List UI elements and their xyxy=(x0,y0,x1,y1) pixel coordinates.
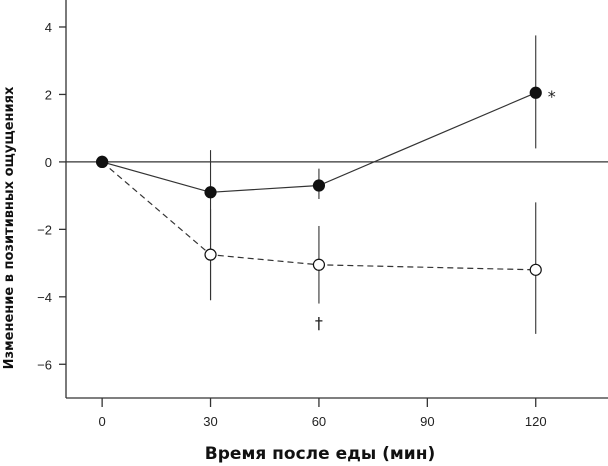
x-tick-label: 30 xyxy=(203,414,217,429)
open-data-point xyxy=(529,263,542,276)
series-line-dashed xyxy=(101,161,536,271)
y-tick-label: 4 xyxy=(45,20,52,35)
dagger-annotation: † xyxy=(315,313,323,332)
y-axis-title: Изменение в позитивных ощущениях xyxy=(2,86,17,369)
series-lines xyxy=(101,92,536,271)
filled-data-point xyxy=(529,86,542,99)
filled-data-point xyxy=(204,186,217,199)
y-tick-label: −4 xyxy=(37,290,52,305)
x-tick-label: 120 xyxy=(525,414,547,429)
filled-data-point xyxy=(96,155,109,168)
x-tick-label: 90 xyxy=(420,414,434,429)
error-bars xyxy=(209,35,537,334)
filled-data-point xyxy=(312,179,326,192)
y-tick-label: −2 xyxy=(37,222,52,237)
axes: 4 2 0 −2 −4 −6 0 30 60 90 120 xyxy=(37,0,608,429)
data-points xyxy=(96,86,542,276)
annotations: *† xyxy=(315,87,556,333)
y-tick-label: −6 xyxy=(37,357,52,372)
asterisk-annotation: * xyxy=(548,87,556,106)
y-tick-label: 2 xyxy=(45,87,52,102)
x-tick-label: 0 xyxy=(99,414,106,429)
open-data-point xyxy=(312,258,326,271)
series-line-solid xyxy=(101,92,536,193)
open-data-point xyxy=(204,248,217,261)
x-axis-title: Время после еды (мин) xyxy=(205,444,435,464)
y-tick-label: 0 xyxy=(45,155,52,170)
x-tick-label: 60 xyxy=(312,414,326,429)
